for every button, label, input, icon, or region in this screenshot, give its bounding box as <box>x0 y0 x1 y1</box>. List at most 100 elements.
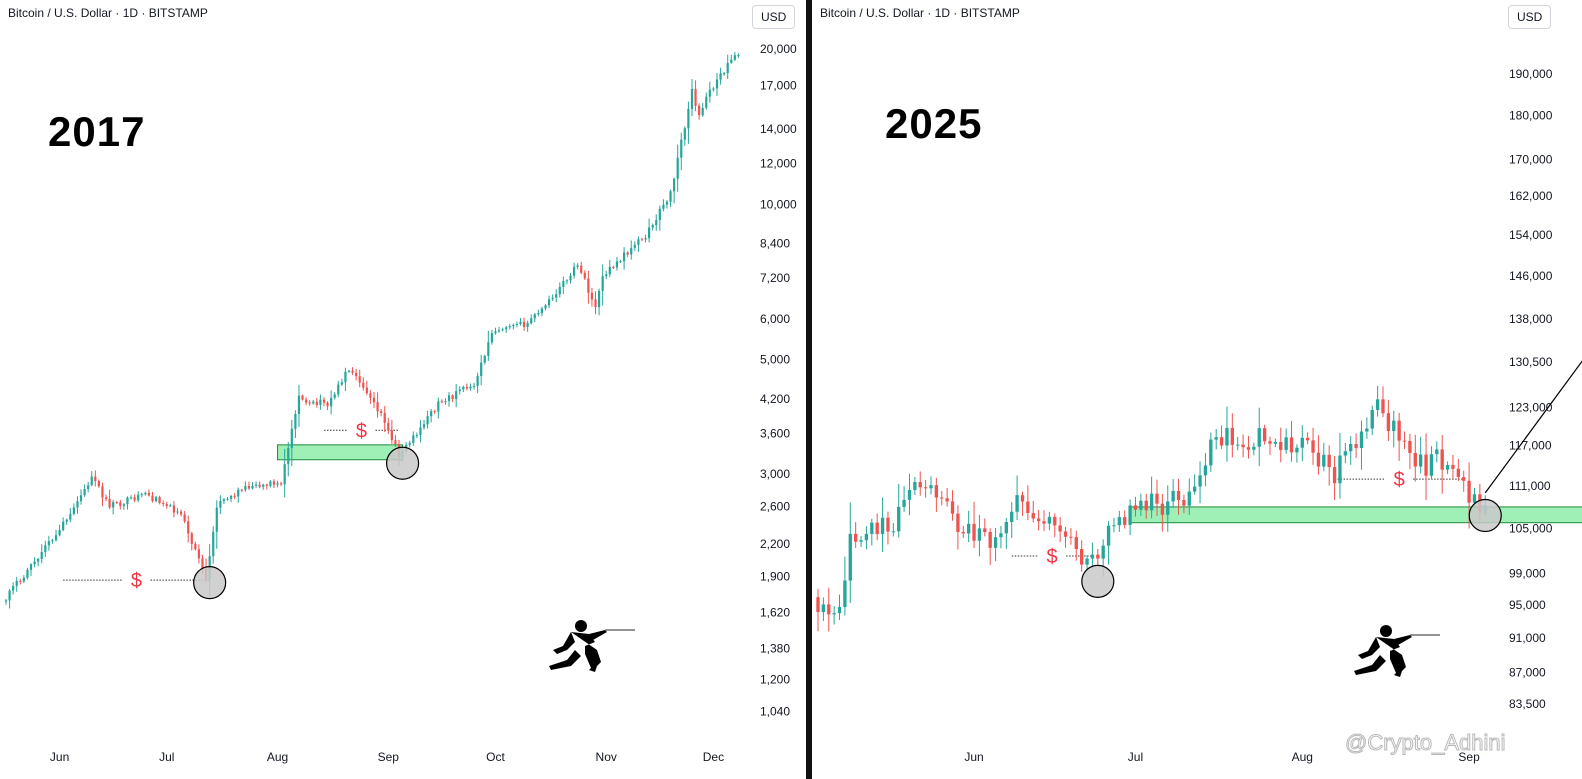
candle <box>140 492 143 498</box>
currency-button[interactable]: USD <box>1508 5 1552 29</box>
price-tick-label: 87,000 <box>1509 666 1546 680</box>
candlestick-chart-2017[interactable]: 20,000 17,000 14,000 12,000 10,000 8,400 7,200… <box>0 0 806 779</box>
candle <box>1284 428 1288 454</box>
candle <box>555 289 558 303</box>
candle <box>394 435 397 447</box>
candle <box>1257 407 1261 467</box>
price-tick-label: 10,000 <box>760 197 797 211</box>
candle <box>194 541 197 551</box>
time-tick-label: Jul <box>159 750 174 764</box>
candle <box>1015 475 1019 521</box>
candle <box>580 261 583 275</box>
candle <box>843 556 847 616</box>
candle <box>999 526 1003 549</box>
time-tick-label: Jun <box>964 750 983 764</box>
liquidity-dollar-label: $ <box>131 570 142 592</box>
candle <box>715 73 719 97</box>
candle <box>44 540 47 558</box>
candle <box>615 256 619 271</box>
candle <box>8 589 11 609</box>
candle <box>115 500 118 504</box>
candle <box>97 479 101 488</box>
candle <box>233 493 236 500</box>
candle <box>362 377 365 391</box>
candle <box>683 126 686 146</box>
candle <box>83 484 86 497</box>
candle <box>215 500 218 549</box>
candle <box>1456 458 1461 482</box>
candle <box>94 470 97 487</box>
candle <box>330 390 333 415</box>
candle <box>875 513 879 541</box>
candle <box>279 481 283 487</box>
candle <box>1386 399 1391 441</box>
candle <box>22 574 25 584</box>
chart-panel-2017[interactable]: Bitcoin / U.S. Dollar · 1D · BITSTAMP US… <box>0 0 806 779</box>
candle <box>72 503 75 516</box>
candle <box>956 505 960 550</box>
price-tick-label: 146,000 <box>1509 269 1553 283</box>
candlestick-chart-2025[interactable]: 190,000 180,000 170,000 162,000 154,000 146,0… <box>812 0 1582 779</box>
candle <box>988 528 992 565</box>
price-tick-label: 123,000 <box>1509 400 1553 414</box>
candle <box>880 497 885 553</box>
candle <box>65 518 68 525</box>
candle <box>172 501 176 518</box>
candle <box>312 399 315 405</box>
price-tick-label: 8,400 <box>760 236 790 250</box>
candle <box>1349 436 1353 465</box>
candle <box>1402 431 1407 449</box>
candle <box>1408 433 1412 470</box>
candle <box>297 384 301 428</box>
candle <box>69 508 72 523</box>
time-tick-label: Sep <box>378 750 400 764</box>
currency-button[interactable]: USD <box>752 5 796 29</box>
price-tick-label: 12,000 <box>760 156 797 170</box>
time-tick-label: Oct <box>486 750 505 764</box>
candle <box>283 449 286 498</box>
candle <box>112 499 115 515</box>
price-tick-label: 2,600 <box>760 499 790 513</box>
candle <box>1182 494 1186 514</box>
ninja-logo <box>1354 625 1440 677</box>
candle <box>1036 510 1041 531</box>
candle <box>1139 493 1143 516</box>
candle <box>408 440 411 448</box>
price-tick-label: 6,000 <box>760 312 790 326</box>
candle <box>1305 432 1310 445</box>
candle <box>40 544 43 564</box>
candle <box>1359 420 1364 470</box>
candle <box>907 473 912 516</box>
candle <box>950 490 955 521</box>
candle <box>415 432 418 439</box>
candle <box>240 488 243 493</box>
candle <box>658 205 661 231</box>
candle <box>369 390 372 404</box>
candle <box>465 383 469 391</box>
candle <box>897 483 901 538</box>
candle <box>301 394 304 401</box>
candle <box>476 372 479 394</box>
year-label: 2025 <box>885 100 983 147</box>
candle <box>144 491 147 496</box>
time-tick-label: Nov <box>596 750 617 764</box>
candle <box>565 279 569 285</box>
price-tick-label: 1,200 <box>760 673 790 687</box>
candle <box>365 380 368 396</box>
candle <box>1166 485 1170 532</box>
candle <box>1090 542 1095 569</box>
price-tick-label: 2,200 <box>760 537 790 551</box>
candle <box>569 272 572 284</box>
candle <box>918 471 922 496</box>
chart-panel-2025[interactable]: Bitcoin / U.S. Dollar · 1D · BITSTAMP US… <box>812 0 1582 779</box>
candle <box>619 259 622 264</box>
candle <box>322 397 326 407</box>
candle <box>587 270 590 304</box>
candle <box>1096 548 1100 567</box>
candle <box>669 189 672 207</box>
demand-zone <box>1129 506 1582 524</box>
candle <box>1026 485 1030 521</box>
candle <box>472 382 476 390</box>
candle <box>1338 433 1342 499</box>
candle <box>1440 435 1444 494</box>
